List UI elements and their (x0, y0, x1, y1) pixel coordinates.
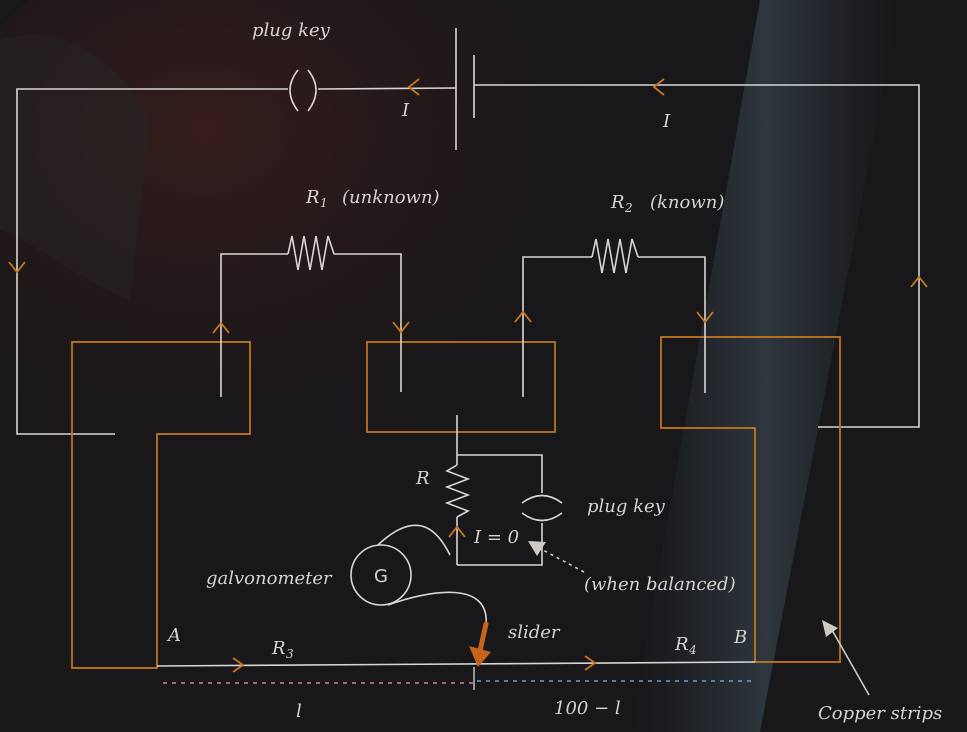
galvanometer-wire-bottom (387, 591, 487, 626)
r3-symbol: R (271, 638, 286, 659)
slider-label: slider (508, 622, 561, 643)
when-balanced-label: (when balanced) (584, 574, 736, 595)
r1-branch (212, 235, 410, 397)
length-right-label: 100 − l (554, 698, 621, 719)
current-arrows-outer (8, 78, 928, 288)
galvanometer-letter: G (374, 566, 388, 587)
arrow-top-right (652, 78, 665, 96)
copper-strip-middle (366, 341, 556, 433)
galvanometer-label: galvonometer (206, 568, 333, 589)
current-label-right: I (662, 111, 671, 132)
r2-symbol: R (610, 192, 625, 213)
copper-strips-label: Copper strips (818, 703, 942, 724)
r4-symbol: R (674, 634, 689, 655)
labels: plug key I I R 1 (unknown) R 2 (known) R… (166, 20, 942, 724)
plug-key-mid-lower (521, 512, 563, 522)
point-b-label: B (733, 627, 747, 648)
r1-note: (unknown) (342, 187, 440, 208)
current-label-left: I (401, 100, 410, 121)
r2-subscript: 2 (624, 201, 633, 215)
r3-subscript: 3 (286, 647, 294, 661)
r2-note: (known) (650, 192, 724, 213)
i-zero-label: I = 0 (473, 527, 519, 548)
arrow-right-up (910, 275, 928, 288)
slider-arrow (469, 621, 491, 690)
plug-key-top-label: plug key (252, 20, 331, 41)
arrow-top-left (407, 78, 420, 96)
copper-strips-pointer (822, 620, 870, 696)
galvanometer-wire-top (377, 524, 451, 556)
plug-key-mid-upper (521, 494, 563, 504)
plug-key-top (289, 69, 317, 112)
plug-key-mid-label: plug key (587, 496, 666, 517)
copper-strip-left (71, 341, 251, 669)
arrow-left-down (8, 261, 26, 274)
meter-wire (156, 655, 756, 684)
r4-subscript: 4 (688, 643, 697, 657)
outer-circuit (16, 84, 920, 435)
battery-cell (455, 28, 475, 150)
r1-symbol: R (305, 187, 320, 208)
galvanometer-symbol (350, 544, 412, 606)
point-a-label: A (166, 625, 181, 646)
length-left-label: l (296, 701, 302, 722)
balanced-pointer (540, 548, 585, 573)
r-symbol: R (415, 468, 430, 489)
r2-branch (514, 238, 714, 397)
galvanometer-branch (350, 415, 585, 626)
r1-subscript: 1 (320, 196, 328, 210)
